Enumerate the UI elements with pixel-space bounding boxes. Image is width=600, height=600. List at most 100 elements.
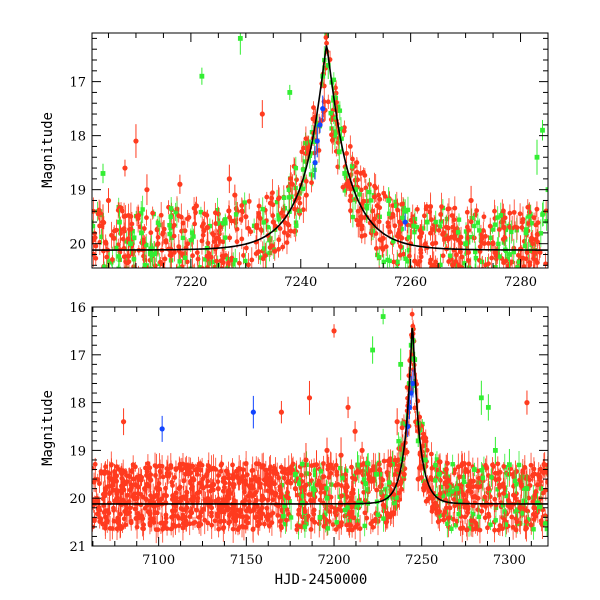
data-point: [394, 419, 400, 425]
data-point: [535, 500, 540, 506]
data-point: [493, 265, 498, 268]
data-point: [176, 213, 182, 219]
data-point: [456, 511, 461, 517]
data-point: [531, 495, 536, 500]
data-point: [208, 254, 214, 260]
data-point: [288, 515, 294, 520]
data-point: [294, 177, 299, 183]
data-point: [152, 263, 158, 268]
x-tick-label: 7220: [174, 275, 207, 290]
data-point: [390, 495, 395, 500]
data-point: [373, 245, 379, 251]
data-point: [466, 461, 472, 467]
data-point: [117, 500, 123, 506]
y-tick-label: 20: [69, 238, 86, 253]
data-point: [483, 462, 488, 468]
data-point: [399, 235, 405, 241]
data-point: [533, 222, 539, 228]
data-point: [215, 262, 220, 267]
data-point: [214, 258, 219, 264]
data-point: [106, 490, 113, 497]
data-point: [205, 265, 210, 268]
data-point: [252, 474, 258, 480]
data-point: [468, 197, 474, 204]
data-point: [142, 505, 148, 511]
data-point: [155, 487, 161, 492]
data-point: [257, 481, 263, 487]
data-point: [540, 212, 545, 217]
data-point: [331, 115, 336, 120]
data-point: [275, 513, 281, 518]
data-point: [534, 482, 540, 488]
data-point: [211, 465, 216, 471]
data-point: [122, 165, 128, 171]
data-point: [275, 196, 281, 202]
data-point: [403, 256, 408, 261]
data-point: [517, 246, 524, 252]
data-point: [406, 235, 412, 240]
data-point: [501, 490, 507, 496]
data-point: [119, 208, 125, 214]
data-point: [531, 527, 536, 532]
data-point: [288, 480, 294, 486]
data-point: [152, 463, 158, 469]
data-point: [355, 177, 361, 183]
data-point: [397, 219, 403, 225]
data-point: [374, 487, 380, 493]
data-point: [529, 221, 534, 226]
data-point: [302, 484, 308, 490]
data-point: [477, 228, 482, 233]
data-point: [254, 224, 260, 231]
data-point: [337, 108, 343, 113]
data-point: [312, 139, 317, 144]
data-point: [105, 470, 111, 475]
data-point: [213, 221, 219, 226]
data-point: [523, 256, 529, 262]
data-point: [127, 505, 133, 511]
data-point: [382, 193, 388, 199]
data-point: [436, 227, 442, 233]
data-point: [170, 224, 176, 229]
data-point: [226, 208, 232, 214]
data-point: [96, 505, 102, 511]
data-point: [400, 215, 405, 221]
data-point: [118, 468, 124, 474]
data-point: [264, 505, 270, 511]
data-point: [513, 509, 518, 514]
data-point: [507, 210, 513, 216]
data-point: [133, 516, 139, 521]
data-point: [236, 260, 242, 266]
data-point: [262, 521, 267, 527]
data-point: [259, 464, 265, 470]
data-point: [501, 240, 507, 245]
data-point: [193, 203, 199, 209]
data-point: [197, 265, 202, 268]
data-point: [481, 465, 487, 470]
data-point: [263, 481, 268, 487]
data-point: [352, 428, 358, 434]
data-point: [168, 225, 173, 231]
data-point: [386, 211, 392, 216]
data-point: [238, 507, 244, 513]
data-point: [302, 524, 308, 529]
data-point: [351, 473, 357, 479]
data-point: [408, 269, 412, 273]
data-point: [396, 230, 402, 236]
data-point: [335, 506, 341, 512]
data-point: [541, 461, 547, 467]
model-curve: [92, 327, 548, 505]
data-point: [98, 516, 104, 522]
data-point: [239, 203, 245, 208]
data-point: [148, 498, 153, 503]
data-point: [439, 204, 444, 210]
data-point: [435, 519, 441, 525]
data-point: [265, 517, 271, 522]
data-point: [489, 268, 494, 273]
data-point: [141, 226, 147, 231]
data-point: [362, 232, 368, 238]
data-point: [262, 253, 268, 258]
data-point: [153, 472, 158, 478]
data-point: [215, 486, 221, 492]
data-point: [242, 489, 247, 495]
data-point: [178, 497, 184, 503]
